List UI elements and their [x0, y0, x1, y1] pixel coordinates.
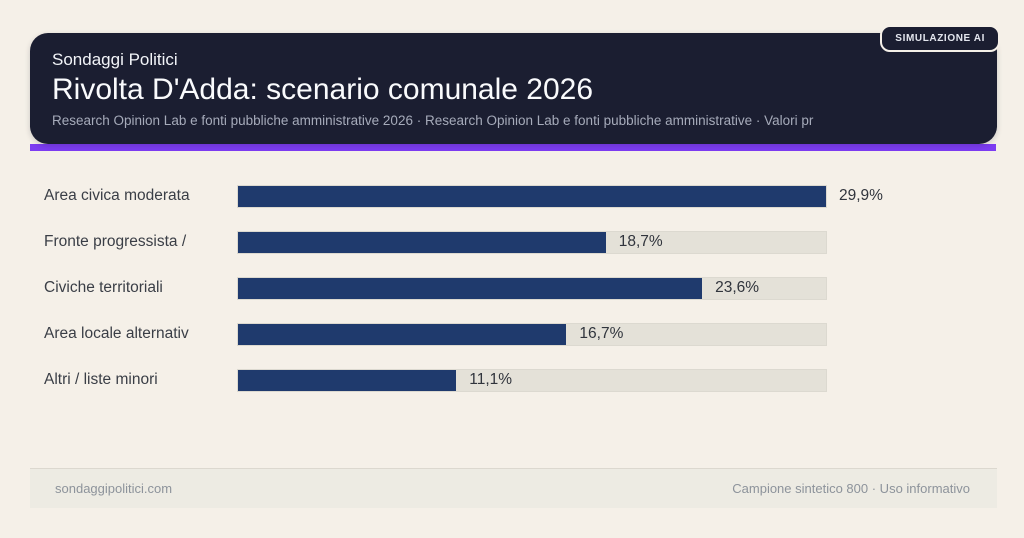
bar-track: 16,7%: [237, 322, 827, 346]
header-subtitle: Research Opinion Lab e fonti pubbliche a…: [52, 113, 814, 129]
page-title: Rivolta D'Adda: scenario comunale 2026: [52, 73, 594, 107]
chart-row: Civiche territoriali 23,6%: [0, 265, 1024, 311]
header: Sondaggi Politici Rivolta D'Adda: scenar…: [30, 33, 997, 144]
bar-fill: [238, 323, 567, 345]
chart-row: Area locale alternativ 16,7%: [0, 311, 1024, 357]
bar-track: 11,1%: [237, 368, 827, 392]
bar-fill: [238, 369, 457, 391]
category-label: Area civica moderata: [44, 187, 190, 204]
category-label: Area locale alternativ: [44, 325, 189, 342]
category-label: Fronte progressista /: [44, 233, 187, 250]
bar-track: 29,9%: [237, 184, 883, 208]
footer-source: sondaggipolitici.com: [55, 481, 173, 496]
chart-row: Area civica moderata 29,9%: [0, 173, 1024, 219]
bar-chart: Area civica moderata 29,9% Fronte progre…: [0, 173, 1024, 403]
footer: sondaggipolitici.com Campione sintetico …: [30, 468, 997, 508]
simulation-badge: SIMULAZIONE AI: [880, 25, 1000, 52]
simulation-badge-label: SIMULAZIONE AI: [895, 33, 985, 44]
bar-fill: [238, 185, 826, 207]
bar-value: 18,7%: [618, 233, 663, 250]
chart-row: Fronte progressista / 18,7%: [0, 219, 1024, 265]
bar-value: 29,9%: [839, 187, 883, 204]
category-label: Civiche territoriali: [44, 279, 163, 296]
category-label: Altri / liste minori: [44, 371, 158, 388]
bar-value: 16,7%: [579, 325, 624, 342]
header-kicker: Sondaggi Politici: [52, 50, 178, 69]
bar-fill: [238, 231, 606, 253]
bar-value: 11,1%: [469, 371, 513, 388]
bar-track: 18,7%: [237, 230, 827, 254]
bar-value: 23,6%: [715, 279, 760, 296]
bar-fill: [238, 277, 703, 299]
footer-note: Campione sintetico 800 · Uso informativo: [732, 481, 970, 496]
bar-track: 23,6%: [237, 276, 827, 300]
chart-row: Altri / liste minori 11,1%: [0, 357, 1024, 403]
accent-stripe: [30, 144, 996, 151]
